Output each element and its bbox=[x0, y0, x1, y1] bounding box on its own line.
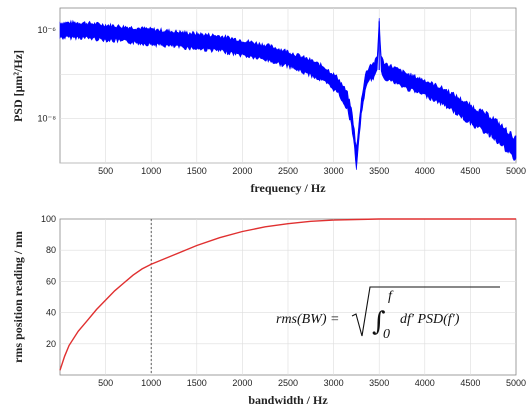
psd-x-tick: 2500 bbox=[278, 166, 298, 176]
rms-x-tick: 2000 bbox=[232, 378, 252, 388]
psd-x-tick: 4500 bbox=[460, 166, 480, 176]
formula-radical bbox=[351, 286, 500, 337]
rms-y-tick: 80 bbox=[46, 245, 56, 255]
psd-x-tick: 500 bbox=[98, 166, 113, 176]
psd-x-tick: 1000 bbox=[141, 166, 161, 176]
rms-x-tick: 2500 bbox=[278, 378, 298, 388]
formula-integrand: df′ PSD(f′) bbox=[400, 312, 460, 327]
rms-x-tick: 3500 bbox=[369, 378, 389, 388]
rms-y-tick: 20 bbox=[46, 339, 56, 349]
psd-y-tick-labels: 10⁻⁶ 10⁻⁸ bbox=[37, 25, 56, 124]
rms-x-axis-label: bandwidth / Hz bbox=[248, 393, 328, 407]
rms-y-axis-label: rms position reading / nm bbox=[11, 231, 25, 363]
psd-panel: 500 1000 1500 2000 2500 3000 3500 4000 4500 5000 … bbox=[11, 7, 526, 195]
rms-x-tick: 1500 bbox=[187, 378, 207, 388]
rms-y-tick: 40 bbox=[46, 308, 56, 318]
rms-x-tick-labels: 500 1000 1500 2000 2500 3000 3500 4000 4500 5000 bbox=[98, 378, 526, 388]
psd-x-tick: 3000 bbox=[324, 166, 344, 176]
rms-x-tick: 4500 bbox=[460, 378, 480, 388]
rms-y-tick: 100 bbox=[41, 214, 56, 224]
rms-y-tick-labels: 20 40 60 80 100 bbox=[41, 214, 56, 349]
formula-integral-upper: f bbox=[388, 289, 394, 304]
rms-x-tick: 5000 bbox=[506, 378, 526, 388]
psd-x-tick: 4000 bbox=[415, 166, 435, 176]
psd-x-tick: 2000 bbox=[232, 166, 252, 176]
rms-panel: 500 1000 1500 2000 2500 3000 3500 4000 4500 5000 … bbox=[11, 214, 526, 407]
psd-x-tick-labels: 500 1000 1500 2000 2500 3000 3500 4000 4500 5000 bbox=[98, 166, 526, 176]
rms-formula: rms(BW) = ∫ f 0 df′ PSD(f′) bbox=[276, 286, 500, 342]
psd-x-tick: 5000 bbox=[506, 166, 526, 176]
rms-x-tick: 3000 bbox=[324, 378, 344, 388]
rms-x-tick: 500 bbox=[98, 378, 113, 388]
psd-x-tick: 1500 bbox=[187, 166, 207, 176]
psd-y-axis-label: PSD [μm²/Hz] bbox=[11, 50, 25, 122]
rms-curve bbox=[59, 218, 516, 371]
formula-integral-sign: ∫ bbox=[372, 307, 386, 337]
rms-x-tick: 4000 bbox=[415, 378, 435, 388]
psd-y-tick: 10⁻⁶ bbox=[38, 25, 57, 35]
psd-x-axis-label: frequency / Hz bbox=[250, 181, 326, 195]
psd-x-tick: 3500 bbox=[369, 166, 389, 176]
rms-x-tick: 1000 bbox=[141, 378, 161, 388]
rms-y-tick: 60 bbox=[46, 276, 56, 286]
psd-y-tick: 10⁻⁸ bbox=[37, 114, 56, 124]
formula-integral-lower: 0 bbox=[383, 327, 390, 342]
formula-lhs: rms(BW) = bbox=[276, 312, 340, 327]
psd-noise-band bbox=[59, 17, 517, 170]
